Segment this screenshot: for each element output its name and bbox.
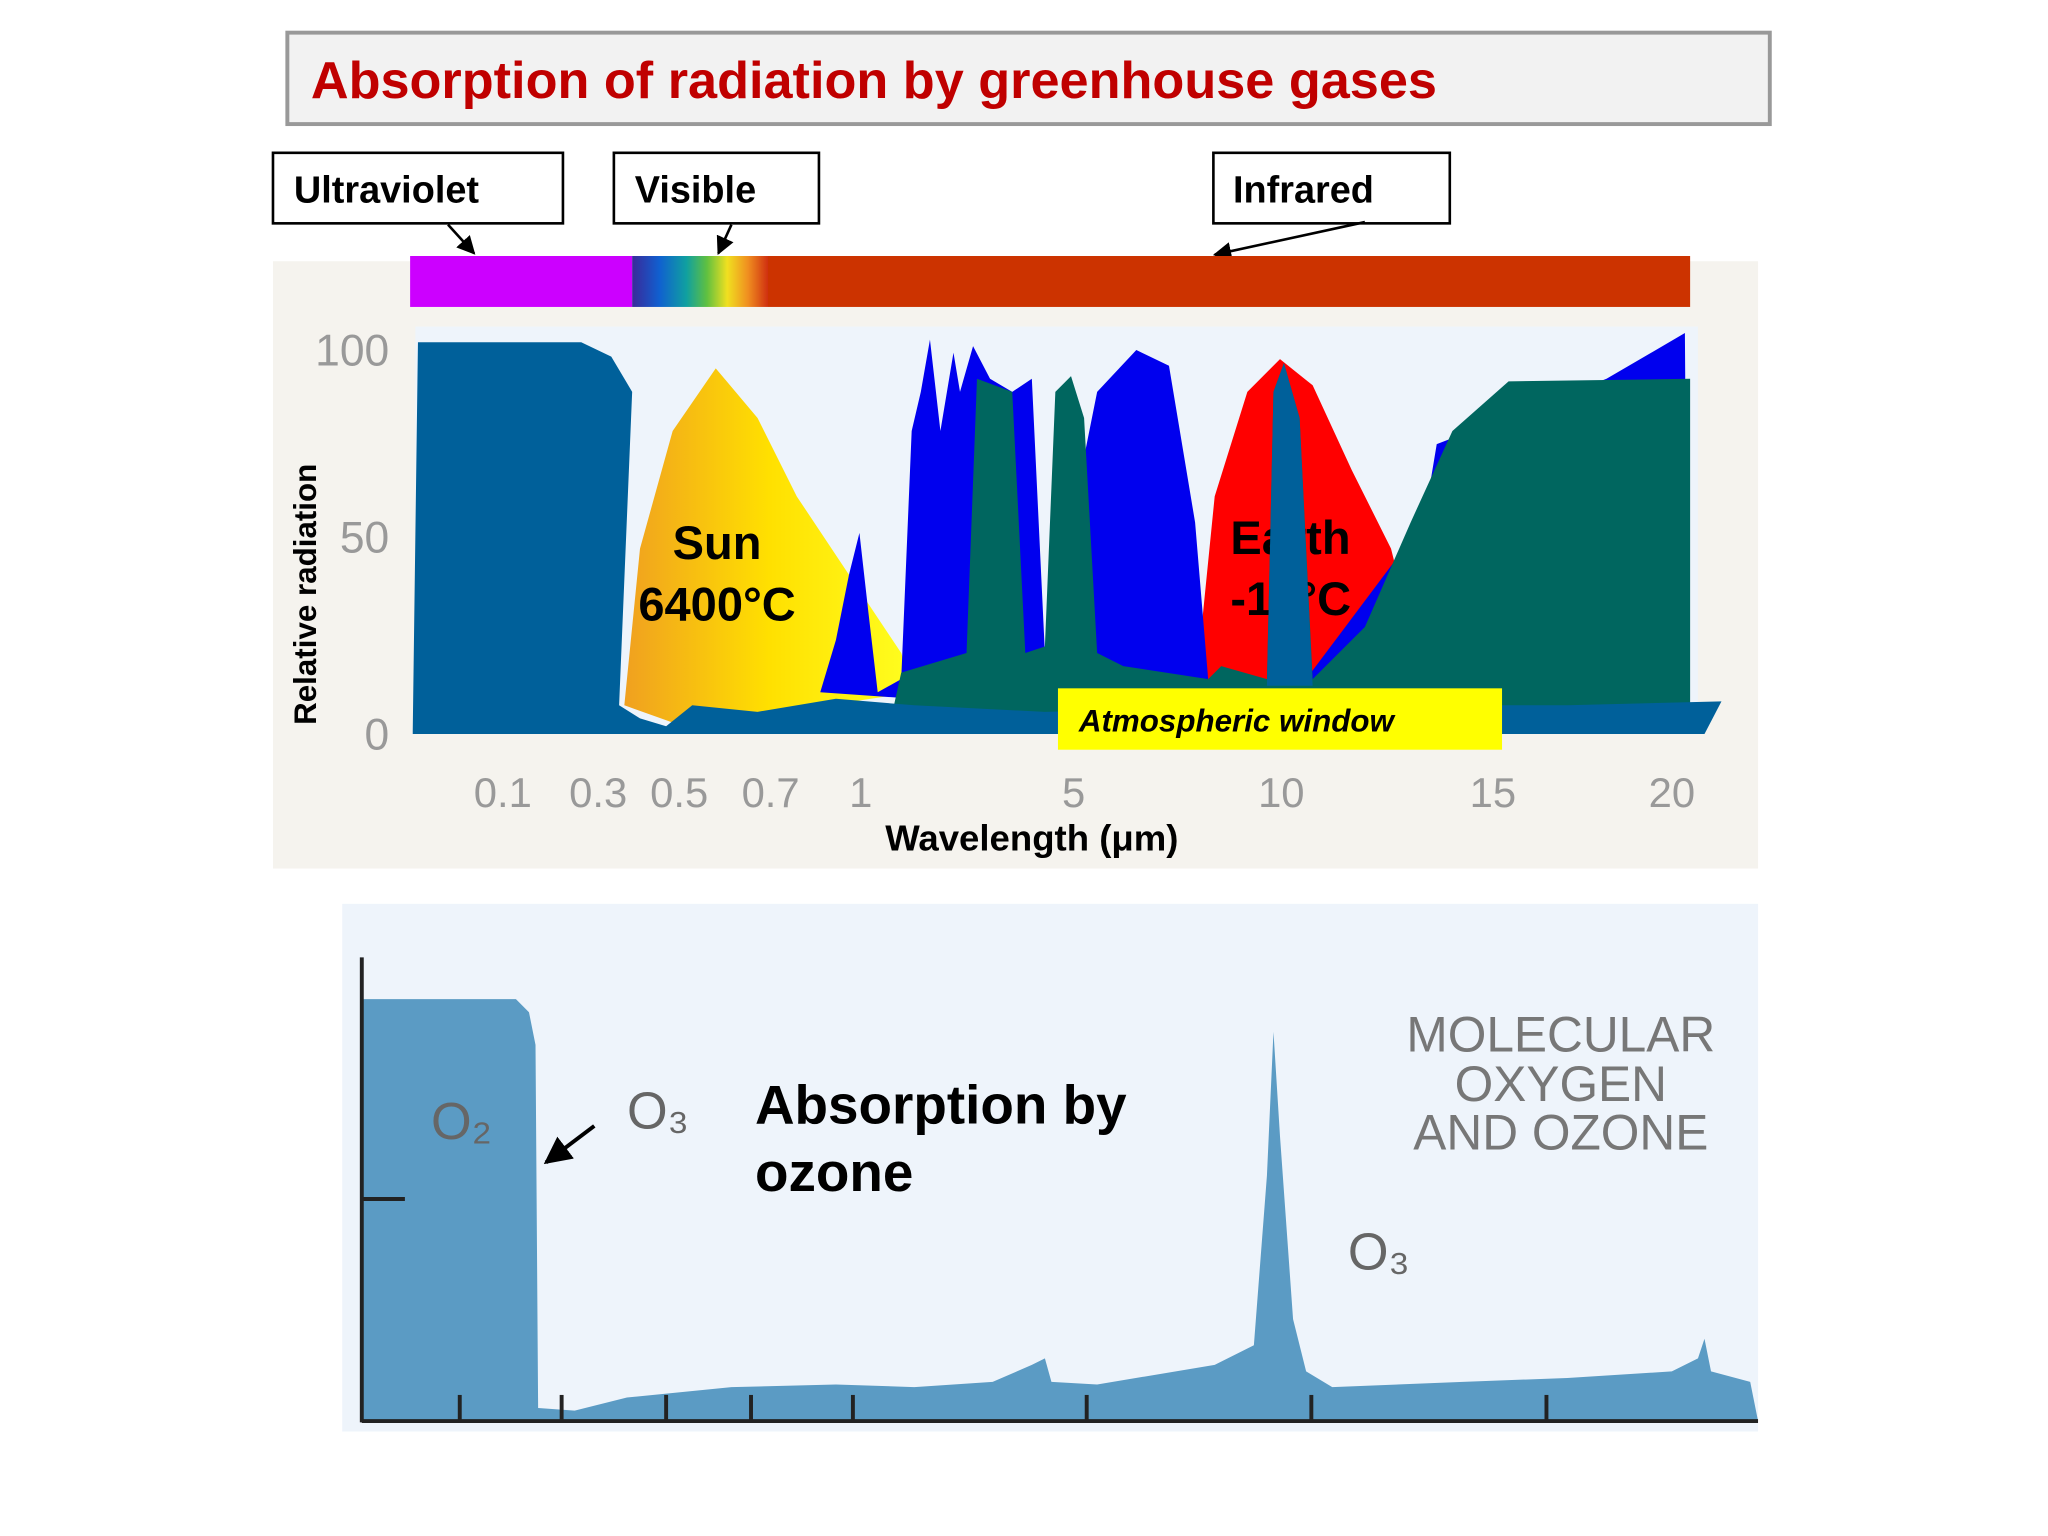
o2-label: O₂ <box>431 1093 492 1151</box>
x-axis-label: Wavelength (μm) <box>885 817 1178 858</box>
title-box <box>285 30 1772 127</box>
caption: ozone <box>755 1141 913 1203</box>
o3-label: O₃ <box>627 1082 689 1140</box>
x-tick-label: 0.3 <box>569 769 627 816</box>
ozone-absorption <box>363 999 1759 1422</box>
x-tick-label: 15 <box>1470 769 1516 816</box>
y-tick-label: 100 <box>315 327 389 376</box>
band-box <box>1212 151 1452 225</box>
bottom-bg <box>342 903 1759 1432</box>
sun-label: Sun <box>673 516 762 569</box>
caption: Absorption by <box>755 1073 1127 1135</box>
y-tick-label: 0 <box>365 711 390 760</box>
title: Absorption of radiation by greenhouse ga… <box>311 52 1437 110</box>
band-box <box>612 151 821 225</box>
arrow <box>1212 220 1366 261</box>
legend-text: MOLECULAR <box>1406 1006 1715 1062</box>
x-tick-label: 0.5 <box>650 769 708 816</box>
arrow <box>716 224 734 256</box>
band-label: Ultraviolet <box>294 169 480 211</box>
window-box <box>1057 688 1503 750</box>
x-tick-label: 0.1 <box>474 769 532 816</box>
arrow <box>447 223 476 255</box>
x-tick-label: 0.7 <box>742 769 800 816</box>
x-tick-label: 1 <box>849 769 872 816</box>
sun-label: 6400°C <box>638 577 795 630</box>
y-axis-label: Relative radiation <box>288 464 323 725</box>
band-label: Visible <box>635 169 756 211</box>
axis-ticks <box>361 1197 1549 1422</box>
window-label: Atmospheric window <box>1078 703 1397 738</box>
visible-bar <box>632 256 768 307</box>
o3-label: O₃ <box>1348 1224 1410 1282</box>
legend-text: OXYGEN <box>1455 1056 1667 1112</box>
ir-bar <box>768 256 1691 307</box>
uv-bar <box>410 256 633 307</box>
arrow <box>543 1124 596 1165</box>
x-tick-label: 20 <box>1649 769 1695 816</box>
x-tick-label: 10 <box>1258 769 1304 816</box>
band-box <box>271 151 565 225</box>
y-tick-label: 50 <box>340 513 389 562</box>
overlay-peak <box>1266 363 1313 686</box>
absorption-dark <box>412 342 1722 735</box>
legend-text: AND OZONE <box>1413 1104 1708 1160</box>
band-label: Infrared <box>1233 169 1374 211</box>
x-tick-label: 5 <box>1062 769 1085 816</box>
